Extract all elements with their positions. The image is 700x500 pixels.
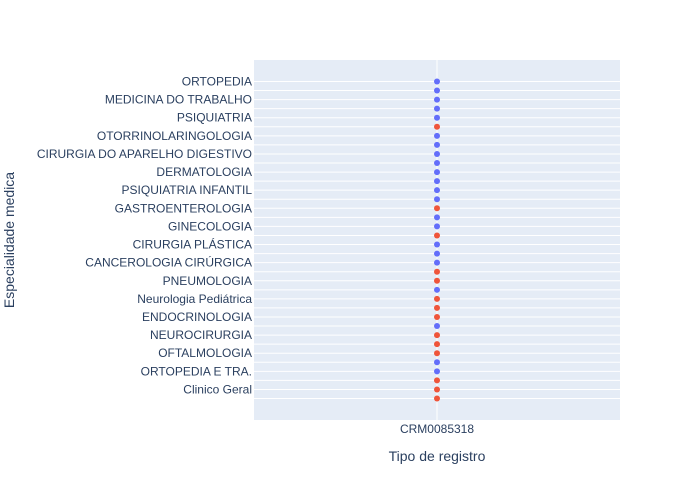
y-tick-label: Clinico Geral bbox=[183, 382, 252, 396]
data-point bbox=[434, 232, 440, 239]
data-point bbox=[434, 169, 440, 176]
data-point bbox=[434, 259, 440, 266]
data-point bbox=[434, 286, 440, 293]
y-tick-label: OFTALMOLOGIA bbox=[158, 346, 252, 360]
data-point bbox=[434, 368, 440, 375]
x-tick-label: CRM0085318 bbox=[400, 422, 474, 436]
data-point bbox=[434, 123, 440, 130]
y-tick-label: GINECOLOGIA bbox=[168, 219, 252, 233]
data-point bbox=[434, 377, 440, 384]
x-axis-title: Tipo de registro bbox=[389, 448, 486, 464]
y-tick-label: CIRURGIA DO APARELHO DIGESTIVO bbox=[37, 147, 252, 161]
y-axis-title: Especialidade medica bbox=[1, 172, 17, 308]
data-point bbox=[434, 187, 440, 194]
y-tick-label: DERMATOLOGIA bbox=[156, 165, 252, 179]
y-tick-label: NEUROCIRURGIA bbox=[150, 328, 252, 342]
data-point bbox=[434, 241, 440, 248]
data-point bbox=[434, 341, 440, 348]
y-tick-label: PSIQUIATRIA INFANTIL bbox=[122, 183, 253, 197]
y-tick-label: OTORRINOLARINGOLOGIA bbox=[97, 129, 252, 143]
data-points bbox=[434, 78, 440, 402]
y-tick-label: MEDICINA DO TRABALHO bbox=[105, 93, 252, 107]
data-point bbox=[434, 395, 440, 402]
y-tick-label: ORTOPEDIA bbox=[182, 75, 252, 89]
data-point bbox=[434, 105, 440, 112]
data-point bbox=[434, 268, 440, 275]
y-tick-label: ENDOCRINOLOGIA bbox=[142, 310, 252, 324]
y-tick-label: CANCEROLOGIA CIRÚRGICA bbox=[85, 255, 252, 270]
data-point bbox=[434, 304, 440, 311]
data-point bbox=[434, 323, 440, 330]
y-tick-label: PSIQUIATRIA bbox=[177, 111, 252, 125]
data-point bbox=[434, 250, 440, 257]
y-tick-label: Neurologia Pediátrica bbox=[137, 292, 252, 306]
y-tick-label: CIRURGIA PLÁSTICA bbox=[133, 237, 252, 252]
data-point bbox=[434, 295, 440, 302]
data-point bbox=[434, 359, 440, 366]
data-point bbox=[434, 178, 440, 185]
data-point bbox=[434, 332, 440, 339]
y-tick-labels: ORTOPEDIA MEDICINA DO TRABALHO PSIQUIATRIA… bbox=[37, 75, 252, 397]
data-point bbox=[434, 277, 440, 284]
data-point bbox=[434, 96, 440, 103]
x-tick-labels: CRM0085318 bbox=[400, 422, 474, 436]
data-point bbox=[434, 87, 440, 94]
data-point bbox=[434, 205, 440, 212]
data-point bbox=[434, 78, 440, 85]
y-tick-label: GASTROENTEROLOGIA bbox=[115, 201, 252, 215]
data-point bbox=[434, 132, 440, 139]
data-point bbox=[434, 350, 440, 357]
data-point bbox=[434, 196, 440, 203]
data-point bbox=[434, 160, 440, 167]
data-point bbox=[434, 223, 440, 230]
data-point bbox=[434, 114, 440, 121]
data-point bbox=[434, 386, 440, 393]
data-point bbox=[434, 150, 440, 157]
y-tick-label: ORTOPEDIA E TRA. bbox=[141, 364, 252, 378]
y-tick-label: PNEUMOLOGIA bbox=[163, 274, 252, 288]
data-point bbox=[434, 141, 440, 148]
data-point bbox=[434, 214, 440, 221]
data-point bbox=[434, 313, 440, 320]
